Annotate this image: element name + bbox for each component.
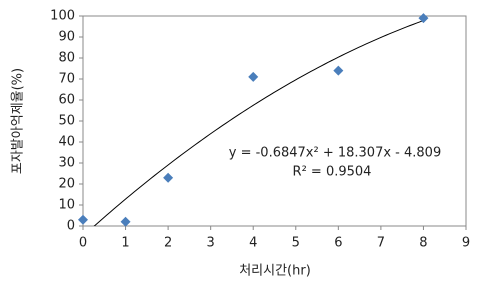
- y-tick-label: 20: [58, 177, 75, 192]
- point: [333, 65, 344, 76]
- y-tick-label: 40: [58, 135, 75, 150]
- point: [78, 214, 88, 225]
- y-tick-label: 30: [58, 156, 75, 171]
- y-axis-title: 포자발아억제율(%): [11, 68, 26, 174]
- y-tick-label: 80: [58, 51, 75, 66]
- y-tick-label: 60: [58, 93, 75, 108]
- y-tick-label: 70: [58, 72, 75, 87]
- x-tick-label: 3: [207, 236, 215, 251]
- trendline: [93, 20, 424, 226]
- x-tick-label: 0: [79, 236, 87, 251]
- x-tick-label: 5: [292, 236, 300, 251]
- y-tick-label: 100: [50, 9, 75, 24]
- x-axis-title: 처리시간(hr): [239, 264, 311, 279]
- plot-frame: [82, 15, 467, 227]
- x-tick-label: 2: [164, 236, 172, 251]
- x-tick-label: 9: [462, 236, 470, 251]
- y-tick-label: 10: [58, 198, 75, 213]
- y-tick-label: 50: [58, 114, 75, 129]
- point: [248, 71, 259, 82]
- point: [418, 13, 429, 24]
- y-tick-label: 90: [58, 30, 75, 45]
- x-tick-label: 8: [419, 236, 427, 251]
- trendline-equation: y = -0.6847x² + 18.307x - 4.809: [229, 146, 441, 161]
- y-tick-label: 0: [67, 219, 75, 234]
- x-tick-label: 4: [249, 236, 257, 251]
- x-tick-label: 7: [377, 236, 385, 251]
- trendline-r-squared: R² = 0.9504: [293, 165, 372, 180]
- point: [120, 216, 131, 227]
- x-tick-label: 6: [334, 236, 342, 251]
- x-tick-label: 1: [121, 236, 129, 251]
- point: [163, 172, 174, 183]
